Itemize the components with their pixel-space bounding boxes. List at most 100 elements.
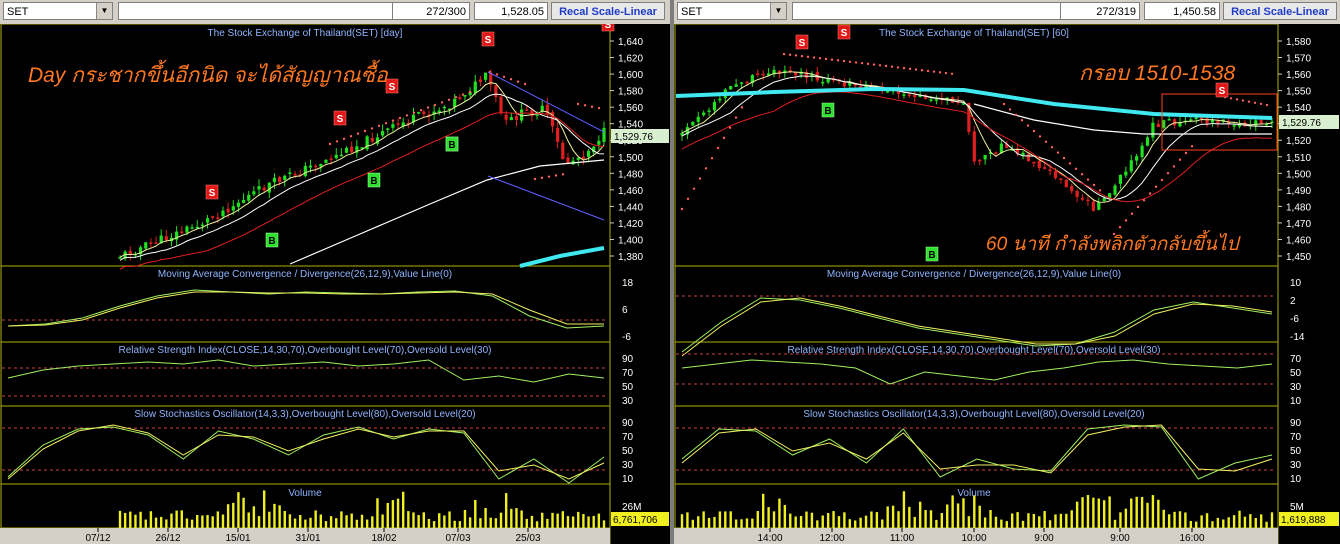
left-volume-bar (401, 491, 405, 528)
right-candle (1167, 119, 1171, 121)
right-annotation: กรอบ 1510-1538 (1079, 62, 1236, 85)
left-candle (195, 226, 199, 229)
left-volume-bar (216, 511, 220, 528)
right-candle (1010, 149, 1014, 151)
right-indicator-tick-label: 30 (1290, 460, 1302, 471)
right-recal-scale-button[interactable]: Recal Scale-Linear (1223, 2, 1337, 20)
left-sar-dot (597, 106, 601, 110)
left-candle (154, 242, 158, 245)
right-volume-bar (729, 511, 732, 528)
right-last-price-box (1279, 115, 1339, 129)
left-sar-dot (356, 132, 360, 135)
right-volume-bar (713, 516, 716, 528)
left-price-tick-label: 1,460 (618, 186, 643, 197)
right-candle (783, 70, 787, 73)
right-indicator-line (681, 297, 1273, 353)
right-price-tick-label: 1,510 (1286, 153, 1311, 164)
right-candle (685, 127, 690, 135)
left-volume-bar (340, 511, 343, 528)
left-signal-letter: B (370, 176, 377, 187)
left-symbol-dropdown[interactable]: SET ▼ (3, 2, 113, 20)
right-candle (788, 70, 792, 72)
left-candle (463, 95, 467, 97)
right-candle (1080, 197, 1085, 200)
right-indicator-tick-label: -6 (1290, 314, 1299, 325)
left-recal-scale-button[interactable]: Recal Scale-Linear (551, 2, 665, 20)
left-signal-letter: B (268, 236, 275, 247)
left-volume-bar (123, 512, 127, 528)
left-sar-dot (495, 73, 499, 76)
left-candle (221, 210, 225, 217)
left-sell-signal (601, 24, 615, 32)
right-volume-bar (1070, 510, 1073, 528)
left-sar-dot (405, 114, 409, 117)
left-volume-bar (329, 516, 333, 528)
left-volume-bar (144, 519, 147, 528)
left-candle (406, 122, 410, 125)
chevron-down-icon[interactable]: ▼ (96, 3, 112, 19)
left-last-price-label: 1,529.76 (614, 132, 653, 143)
left-volume-bar (299, 515, 302, 528)
right-volume-bar (1130, 498, 1133, 528)
right-candle (1005, 143, 1009, 148)
right-candle (1254, 120, 1258, 126)
right-price-tick-label: 1,540 (1286, 103, 1311, 114)
panel-divider[interactable] (670, 0, 674, 544)
right-candle (1205, 118, 1209, 124)
right-sar-dot (818, 57, 822, 60)
right-volume-bar (1222, 519, 1225, 528)
right-sar-dot (1056, 151, 1060, 154)
right-sar-dot (1002, 102, 1006, 106)
right-sar-dot (728, 126, 732, 129)
right-volume-bar (1005, 521, 1008, 528)
left-candle (468, 91, 472, 96)
right-sar-dot (1190, 145, 1194, 148)
left-price-tick-label: 1,540 (618, 120, 643, 131)
right-symbol-dropdown[interactable]: SET ▼ (677, 2, 787, 20)
right-indicator-tick-label: 70 (1290, 354, 1302, 365)
right-price-tick-label: 1,580 (1286, 37, 1311, 48)
right-candle (988, 152, 993, 155)
right-candle (848, 82, 852, 86)
left-candle (267, 182, 271, 193)
right-sar-dot (1241, 99, 1245, 102)
left-chart-canvas[interactable]: 1,6401,6201,6001,5801,5601,5401,5201,500… (0, 24, 670, 544)
left-candle (216, 217, 220, 219)
right-candle (1232, 125, 1236, 127)
right-volume-bar (724, 511, 727, 528)
left-volume-bar (386, 502, 389, 528)
right-volume-bar (908, 506, 911, 528)
right-chart-canvas[interactable]: 1,5801,5701,5601,5501,5401,5301,5201,510… (674, 24, 1340, 544)
right-sar-dot (1032, 129, 1036, 133)
left-sell-signal (481, 31, 495, 47)
right-price-tick-label: 1,570 (1286, 54, 1311, 65)
left-indicator-tick-label: 90 (622, 418, 634, 429)
right-volume-bar (1048, 520, 1052, 528)
right-price-tick-label: 1,480 (1286, 202, 1311, 213)
right-volume-bar (897, 511, 900, 528)
left-candle (272, 177, 277, 183)
right-candle (913, 95, 917, 98)
right-volume-bar (767, 507, 770, 528)
left-signal-letter: S (337, 114, 344, 125)
left-volume-bar (211, 516, 214, 528)
right-sar-dot (1038, 135, 1042, 138)
right-indicator-tick-label: 2 (1290, 296, 1296, 307)
right-candle (1070, 186, 1074, 192)
left-date-tick-label: 15/01 (225, 533, 250, 544)
left-volume-bar (201, 515, 204, 528)
right-price-tick-label: 1,500 (1286, 169, 1311, 180)
left-candle (442, 106, 446, 109)
left-price-tick-label: 1,620 (618, 54, 643, 65)
right-sar-dot (914, 68, 918, 71)
right-candle (1118, 174, 1123, 184)
left-indicator-tick-label: 90 (622, 354, 634, 365)
left-price-tick-label: 1,560 (618, 103, 643, 114)
right-candle (804, 72, 809, 78)
left-volume-bar (468, 517, 472, 528)
left-volume-bar (602, 520, 606, 528)
left-candle (386, 128, 390, 130)
chevron-down-icon[interactable]: ▼ (770, 3, 786, 19)
left-candle (545, 104, 549, 114)
right-sar-dot (824, 57, 828, 61)
